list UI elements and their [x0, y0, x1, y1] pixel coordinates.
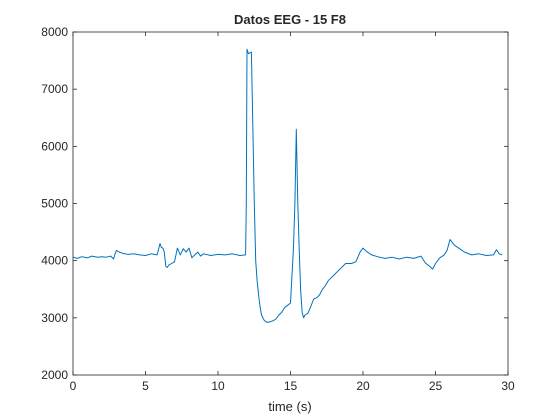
y-tick-label: 4000 — [41, 254, 68, 268]
y-axis-ticks: 2000 3000 4000 5000 6000 7000 8000 — [41, 25, 508, 382]
axes-background — [73, 32, 508, 375]
x-axis-ticks: 0 5 10 15 20 25 30 — [70, 32, 515, 393]
y-tick-label: 8000 — [41, 25, 68, 39]
x-tick-label: 30 — [501, 379, 515, 393]
plot-area: 0 5 10 15 20 25 30 2000 3000 4000 5000 6000 7000 800… — [41, 25, 515, 393]
series-layer — [72, 48, 503, 323]
x-tick-label: 15 — [284, 379, 298, 393]
y-tick-label: 2000 — [41, 368, 68, 382]
x-tick-label: 10 — [211, 379, 225, 393]
series-line-eeg — [72, 48, 503, 323]
x-axis-label: time (s) — [268, 399, 311, 414]
x-tick-label: 20 — [356, 379, 370, 393]
y-tick-label: 6000 — [41, 139, 68, 153]
y-tick-label: 5000 — [41, 197, 68, 211]
x-tick-label: 25 — [429, 379, 443, 393]
chart-title: Datos EEG - 15 F8 — [234, 12, 346, 27]
x-tick-label: 5 — [142, 379, 149, 393]
y-tick-label: 3000 — [41, 311, 68, 325]
x-tick-label: 0 — [70, 379, 77, 393]
y-tick-label: 7000 — [41, 82, 68, 96]
